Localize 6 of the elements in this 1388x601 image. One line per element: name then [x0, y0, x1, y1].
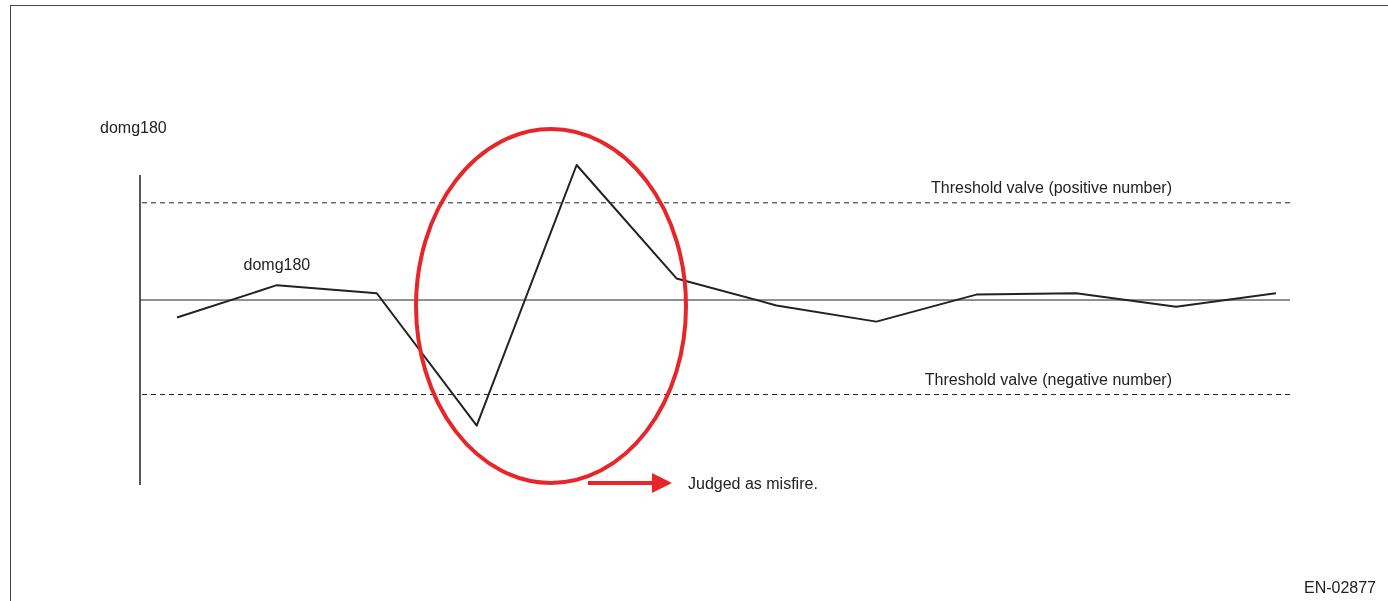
ref-line-label: Threshold valve (negative number) [924, 370, 1172, 388]
series-label: domg180 [243, 256, 311, 274]
y-axis-title: domg180 [100, 119, 167, 136]
ref-line-label: Threshold valve (positive number) [931, 178, 1172, 196]
text: EN-02877 [1303, 579, 1376, 596]
text: Judged as misfire. [688, 475, 818, 492]
